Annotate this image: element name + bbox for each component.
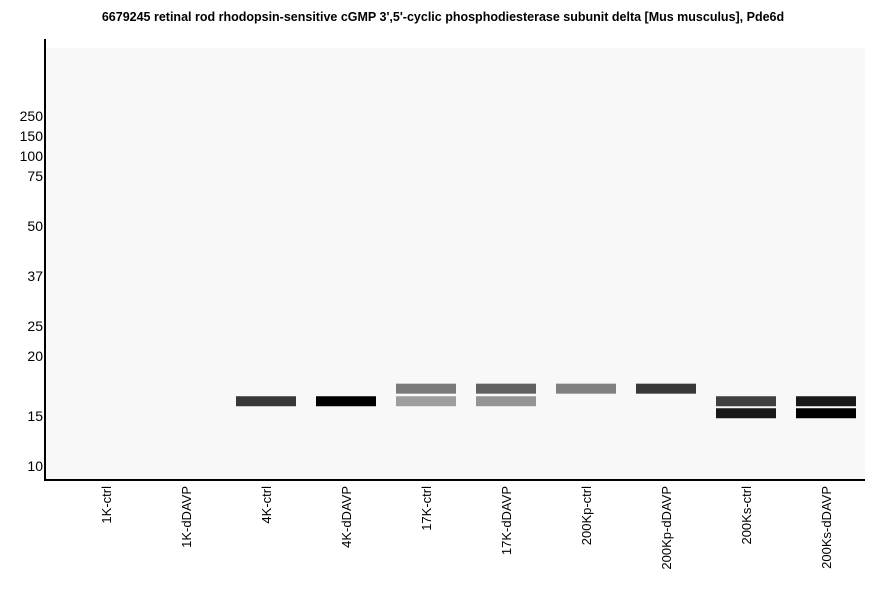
band (716, 408, 776, 419)
band (796, 408, 856, 419)
lane-label: 200Ks-dDAVP (819, 486, 834, 569)
lane-label: 4K-dDAVP (339, 486, 354, 548)
y-tick-labels: 250 150 100 75 50 37 25 20 15 10 (20, 108, 44, 474)
lane-label: 200Ks-ctrl (739, 486, 754, 545)
y-tick-label: 75 (27, 168, 43, 184)
lane-label: 1K-ctrl (99, 486, 114, 524)
band (476, 396, 536, 407)
lane-label: 17K-dDAVP (499, 486, 514, 555)
band (396, 383, 456, 394)
axes-layer (44, 39, 865, 481)
y-tick-label: 20 (27, 348, 43, 364)
y-tick-label: 150 (20, 128, 44, 144)
chart-title: 6679245 retinal rod rhodopsin-sensitive … (101, 10, 785, 24)
band (236, 396, 296, 407)
lane-labels: 1K-ctrl 1K-dDAVP 4K-ctrl 4K-dDAVP 17K-ctrl 17… (99, 486, 834, 570)
y-tick-label: 10 (27, 458, 43, 474)
lane-label: 1K-dDAVP (179, 486, 194, 548)
y-tick-label: 37 (27, 268, 43, 284)
band (636, 383, 696, 394)
bands-layer (236, 383, 856, 419)
band (476, 383, 536, 394)
y-tick-label: 25 (27, 318, 43, 334)
band (396, 396, 456, 407)
blot-background (46, 48, 865, 479)
band (556, 383, 616, 394)
y-tick-label: 50 (27, 218, 43, 234)
lane-label: 4K-ctrl (259, 486, 274, 524)
y-tick-label: 15 (27, 408, 43, 424)
lane-label: 200Kp-ctrl (579, 486, 594, 545)
band (316, 396, 376, 407)
y-tick-label: 250 (20, 108, 44, 124)
y-tick-label: 100 (20, 148, 44, 164)
lane-label: 200Kp-dDAVP (659, 486, 674, 570)
band (796, 396, 856, 407)
band (716, 396, 776, 407)
lane-label: 17K-ctrl (419, 486, 434, 531)
